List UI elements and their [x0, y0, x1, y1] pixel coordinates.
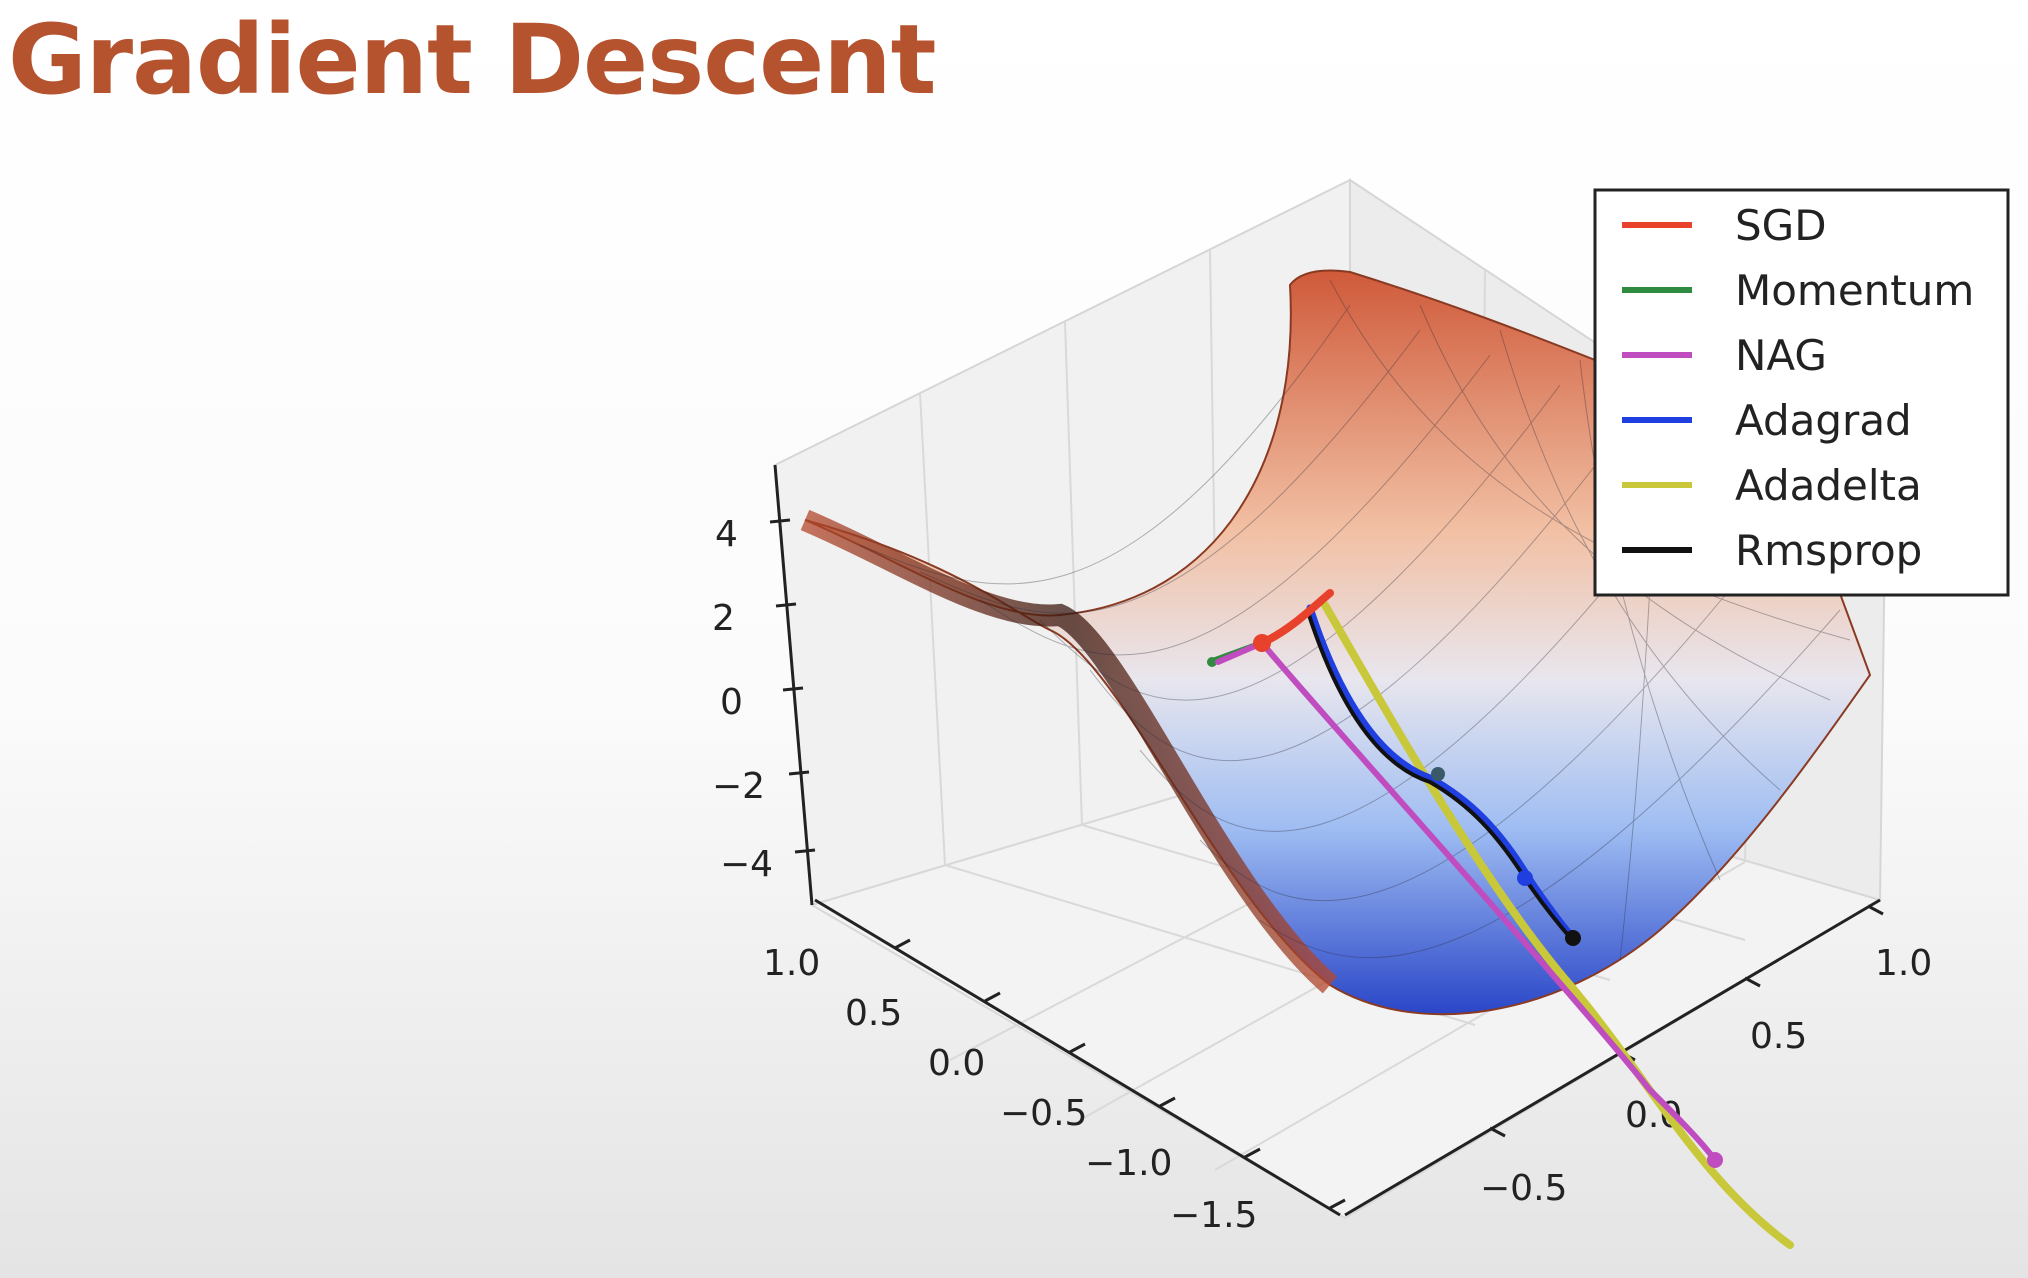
y-axis-line [1344, 898, 1881, 1217]
legend-label: Adadelta [1735, 461, 1922, 510]
momentum-endpoint [1207, 657, 1217, 667]
legend-entry: Adadelta [1622, 461, 1922, 510]
legend-entry: Rmsprop [1622, 526, 1922, 575]
z-axis-line [773, 464, 814, 906]
legend-entry: NAG [1622, 331, 1827, 380]
legend-label: Adagrad [1735, 396, 1912, 445]
adagrad-path [1306, 604, 1579, 944]
y-tick-label: 1.0 [1875, 943, 1932, 984]
z-tick-labels: 4 2 0 −2 −4 [712, 514, 773, 885]
slide-title: Gradient Descent [8, 4, 936, 116]
x-axis-ticks [894, 938, 1346, 1210]
x-tick-label: 0.0 [928, 1043, 985, 1084]
legend-entry: Adagrad [1622, 396, 1912, 445]
rmsprop-endpoint [1565, 930, 1581, 946]
z-tick-label: 4 [715, 514, 738, 555]
z-tick-label: 2 [712, 598, 735, 639]
z-tick-label: −4 [720, 844, 773, 885]
x-tick-label: 1.0 [763, 943, 820, 984]
adagrad-endpoint [1517, 870, 1533, 886]
nag-path [1259, 640, 1718, 1163]
adagrad-marker [1431, 767, 1445, 781]
x-axis-line [814, 898, 1341, 1217]
surface-mesh [859, 279, 1851, 961]
legend-label: SGD [1735, 201, 1827, 250]
legend: SGD Momentum NAG Adagrad Adadelta Rmspro… [1593, 188, 2010, 597]
z-tick-label: −2 [712, 766, 765, 807]
x-tick-label: −1.0 [1085, 1143, 1172, 1184]
y-tick-label: 0.5 [1750, 1016, 1807, 1057]
z-tick-label: 0 [720, 682, 743, 723]
z-axis-ticks [769, 518, 816, 854]
nag-endpoint [1707, 1152, 1723, 1168]
sgd-start-point [1253, 634, 1271, 652]
x-tick-label: 0.5 [845, 993, 902, 1034]
adadelta-path [1321, 601, 1794, 1249]
sgd-path [1258, 589, 1334, 647]
x-tick-label: −0.5 [1000, 1093, 1087, 1134]
y-tick-label: −0.5 [1480, 1168, 1567, 1209]
legend-label: NAG [1735, 331, 1827, 380]
legend-entry: SGD [1622, 201, 1827, 250]
surface-front-edge [800, 509, 1338, 994]
rmsprop-path [1306, 610, 1576, 944]
x-tick-label: −1.5 [1170, 1195, 1257, 1236]
optimizer-paths [1207, 589, 1794, 1249]
legend-label: Rmsprop [1735, 526, 1922, 575]
legend-entry: Momentum [1622, 266, 1974, 315]
legend-label: Momentum [1735, 266, 1974, 315]
legend-box [1593, 188, 2010, 597]
x-tick-labels: 1.0 0.5 0.0 −0.5 −1.0 −1.5 [763, 943, 1257, 1236]
